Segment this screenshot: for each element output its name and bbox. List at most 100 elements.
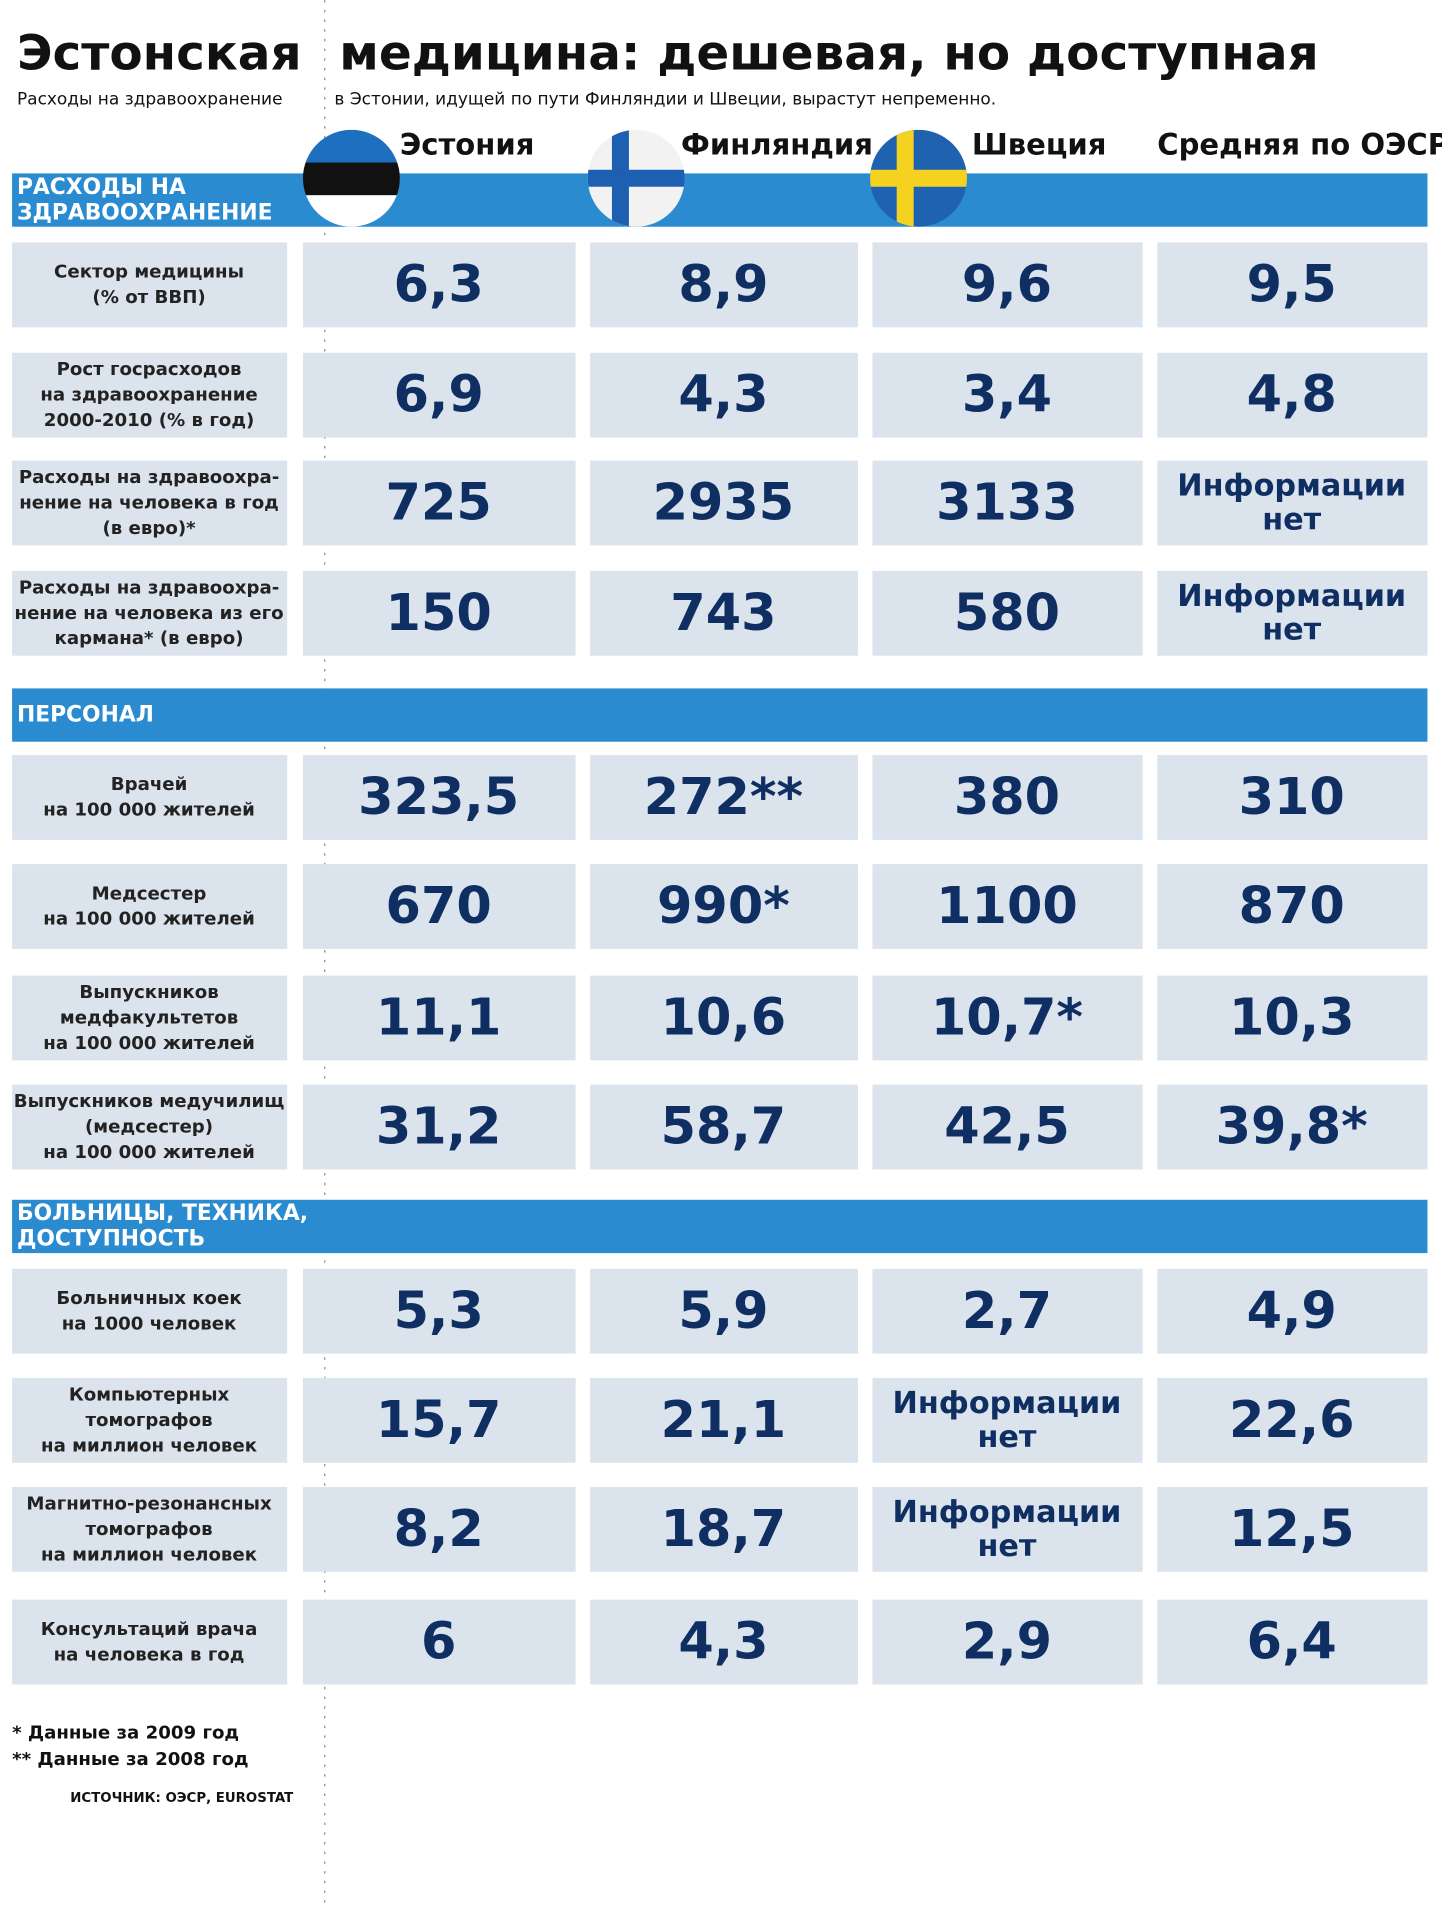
value-cell [1157,1486,1428,1572]
value: 8,2 [394,1500,484,1559]
value-cell [872,242,1143,328]
value: 10,6 [661,989,787,1048]
value: 12,5 [1229,1500,1355,1559]
value-note: Информации [1177,469,1406,504]
row-label: Врачей [111,774,188,795]
label-cell [12,1377,288,1463]
value: 42,5 [944,1098,1070,1157]
value-cell [872,864,1143,949]
value-note: нет [977,1529,1036,1564]
value: 9,5 [1247,255,1337,314]
row-label: Компьютерных [69,1384,230,1405]
label-cell [12,755,288,840]
value-cell [302,1377,576,1463]
flags [302,129,967,227]
value-cell [1157,1377,1428,1463]
value-cell [872,570,1143,656]
section-title: ДОСТУПНОСТЬ [17,1227,205,1252]
section-title: РАСХОДЫ НА [17,175,186,200]
value-cell [1157,975,1428,1061]
value-cell [872,352,1143,438]
value-cell [1157,460,1428,546]
row-label: нение на человека в год [19,493,279,514]
column-header: Эстония [400,127,535,161]
value-cell [1157,352,1428,438]
value-cell [302,975,576,1061]
label-cell [12,460,288,546]
section-title: БОЛЬНИЦЫ, ТЕХНИКА, [17,1201,308,1226]
value: 580 [954,584,1060,643]
value: 3133 [936,474,1078,533]
label-cell [12,570,288,656]
value-cell [302,352,576,438]
value: 380 [954,768,1060,827]
value: 4,8 [1247,366,1337,425]
subtitle-right: в Эстонии, идущей по пути Финляндии и Шв… [334,88,996,108]
value-cell [302,460,576,546]
value: 990* [657,877,790,936]
label-cell [12,1268,288,1354]
value-cell [590,352,858,438]
row-label: на 1000 человек [62,1313,237,1334]
section-bar [12,173,1428,227]
footnote: * Данные за 2009 год [12,1722,239,1743]
value: 6,4 [1247,1613,1337,1672]
value: 9,6 [962,255,1052,314]
value-cell [1157,242,1428,328]
subtitle-left: Расходы на здравоохранение [17,88,283,108]
value-cell [872,1486,1143,1572]
flag-sweden [870,129,967,227]
column-header: Средняя по ОЭСР [1157,127,1442,161]
row-label: (медсестер) [85,1117,213,1138]
value: 10,3 [1229,989,1355,1048]
value-cell [1157,1084,1428,1170]
value: 10,7* [931,989,1083,1048]
row-label: нение на человека из его [15,603,284,624]
row-label: Выпускников [79,982,218,1003]
value-cell [1157,755,1428,840]
section-title: ПЕРСОНАЛ [17,703,154,728]
title-right: медицина: дешевая, но доступная [339,25,1318,81]
row-label: Расходы на здравоохра- [19,467,279,488]
value-cell [1157,1268,1428,1354]
label-cell [12,1084,288,1170]
value: 31,2 [376,1098,502,1157]
value: 323,5 [358,768,519,827]
value: 272** [644,768,803,827]
flag-finland [587,129,685,227]
value-cell [590,242,858,328]
value-cell [872,755,1143,840]
value-cell [1157,864,1428,949]
value: 2,9 [962,1613,1052,1672]
value-cell [302,1486,576,1572]
value-cell [302,755,576,840]
value: 4,3 [678,366,768,425]
row-label: томографов [86,1410,213,1431]
value-cell [872,1268,1143,1354]
value-cell [872,975,1143,1061]
row-label: на человека в год [54,1644,245,1665]
value-cell [590,460,858,546]
value-cell [872,1599,1143,1685]
value: 1100 [936,877,1078,936]
row-label: на здравоохранение [40,385,257,406]
value-cell [302,864,576,949]
value: 3,4 [962,366,1052,425]
row-label: кармана* (в евро) [55,628,244,649]
source: ИСТОЧНИК: ОЭСР, EUROSTAT [70,1791,294,1806]
row-label: Медсестер [92,883,207,904]
value: 6,9 [394,366,484,425]
row-label: Расходы на здравоохра- [19,577,279,598]
value-note: Информации [893,1495,1122,1530]
value: 5,3 [394,1282,484,1341]
value-cell [302,1599,576,1685]
row-label: на 100 000 жителей [43,1142,255,1163]
label-cell [12,242,288,328]
value-cell [590,1486,858,1572]
value: 15,7 [376,1391,502,1450]
value-cell [872,460,1143,546]
row-label: Консультаций врача [41,1619,258,1640]
value-note: нет [1262,613,1321,648]
value: 22,6 [1229,1391,1355,1450]
